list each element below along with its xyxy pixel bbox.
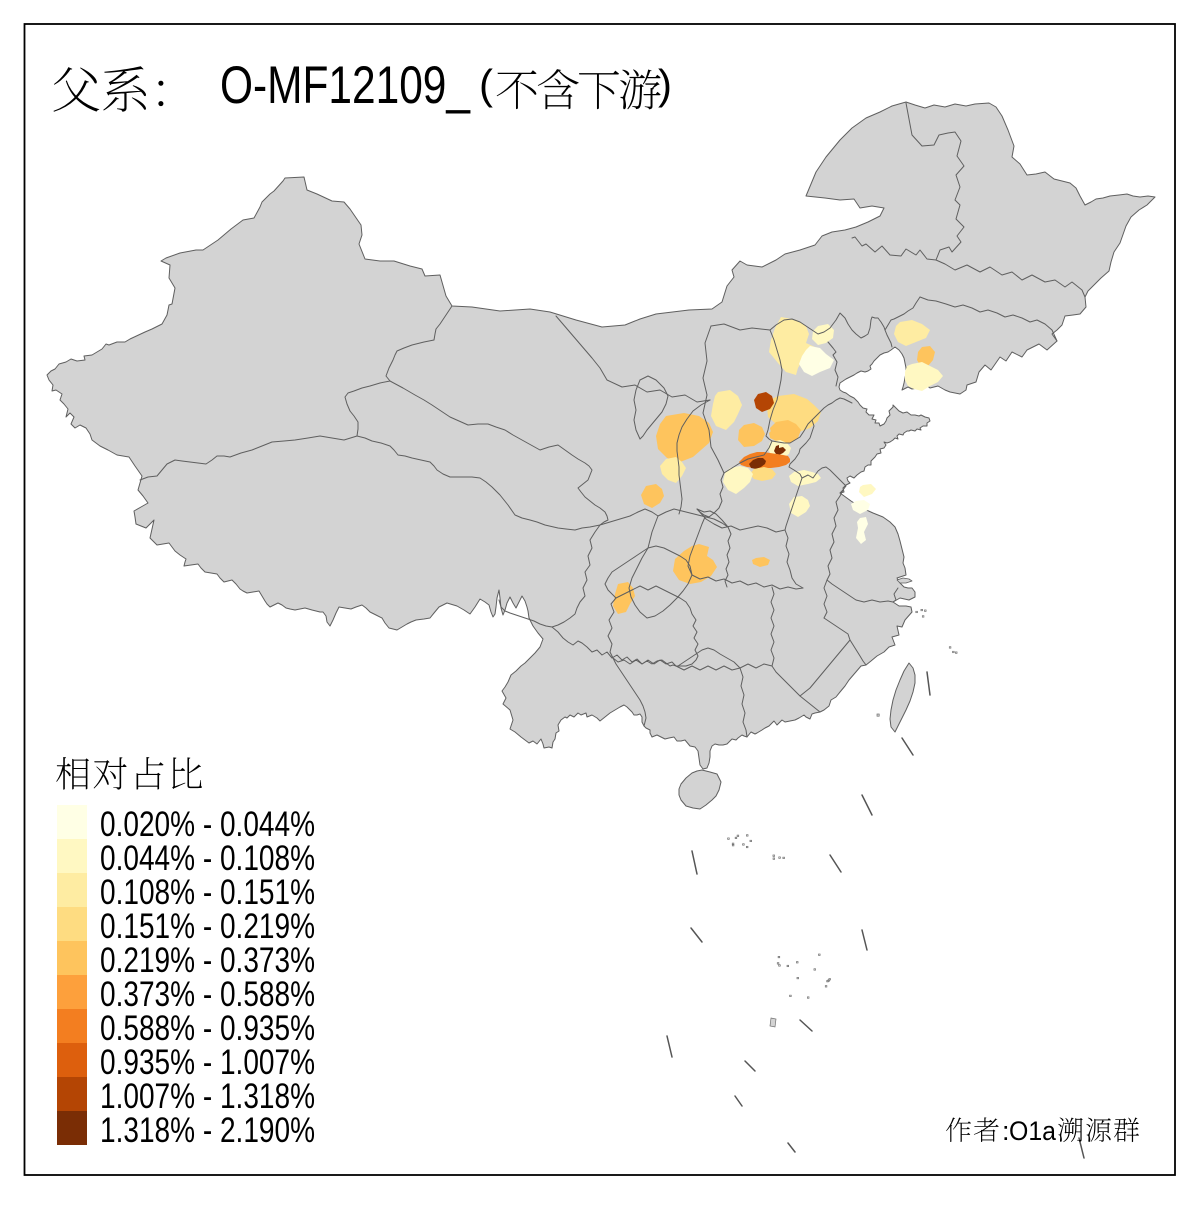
svg-text:0.935% - 1.007%: 0.935% - 1.007% [100,1043,315,1082]
svg-text:): ) [658,61,672,108]
svg-text:0.151% - 0.219%: 0.151% - 0.219% [100,907,315,946]
svg-text:O-MF12109_: O-MF12109_ [220,56,471,115]
svg-text:0.044% - 0.108%: 0.044% - 0.108% [100,839,315,878]
svg-text:O1a: O1a [1009,1116,1057,1146]
svg-text:0.219% - 0.373%: 0.219% - 0.373% [100,941,315,980]
svg-text:1.007% - 1.318%: 1.007% - 1.318% [100,1077,315,1116]
svg-text:(: ( [479,61,493,108]
svg-text:1.318% - 2.190%: 1.318% - 2.190% [100,1111,315,1150]
svg-text:0.108% - 0.151%: 0.108% - 0.151% [100,873,315,912]
svg-text::: : [1002,1116,1010,1146]
svg-text:0.373% - 0.588%: 0.373% - 0.588% [100,975,315,1014]
svg-text:0.588% - 0.935%: 0.588% - 0.935% [100,1009,315,1048]
svg-text:0.020% - 0.044%: 0.020% - 0.044% [100,805,315,844]
